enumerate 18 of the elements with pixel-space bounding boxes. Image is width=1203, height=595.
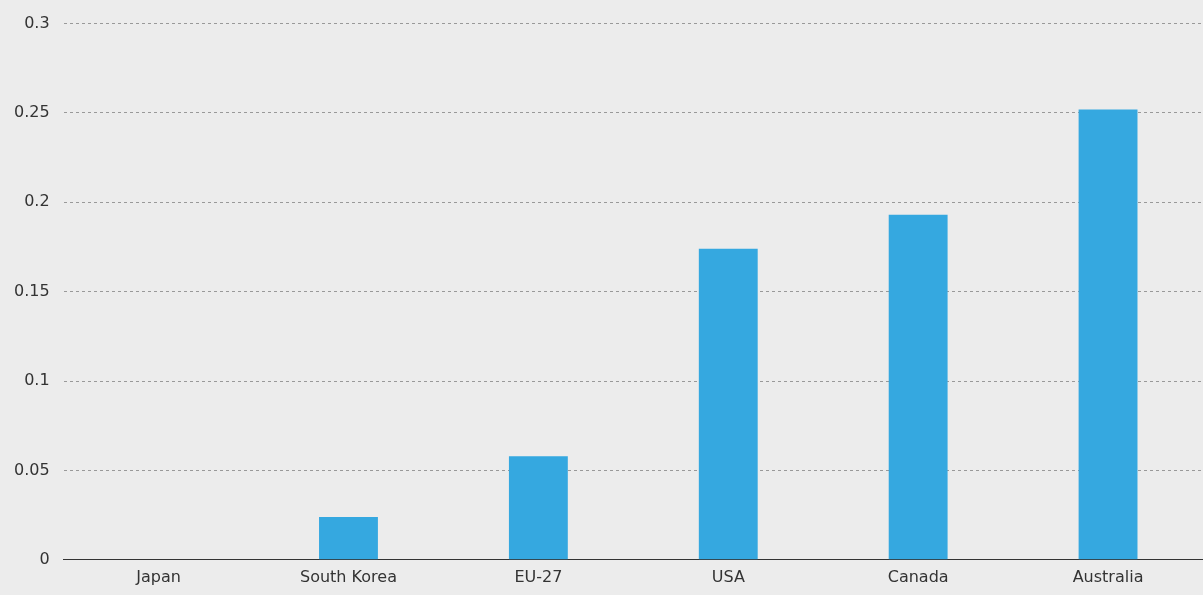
y-tick-label: 0.1: [24, 370, 50, 390]
y-tick-label: 0.3: [24, 12, 50, 32]
x-tick-label: Canada: [887, 566, 949, 586]
x-tick-label: South Korea: [299, 566, 397, 586]
x-tick-label: Japan: [135, 566, 181, 586]
bar: [888, 214, 948, 560]
x-tick-label: EU-27: [514, 566, 563, 586]
y-tick-label: 0.2: [24, 191, 50, 211]
y-tick-label: 0.25: [14, 102, 50, 122]
x-tick-label: USA: [711, 566, 745, 586]
x-tick-label: Australia: [1072, 566, 1144, 586]
y-tick-label: 0.15: [14, 280, 50, 300]
y-tick-label: 0: [39, 548, 50, 568]
bar: [1078, 109, 1138, 560]
y-tick-label: 0.05: [14, 459, 50, 479]
bar: [698, 248, 758, 560]
bar: [508, 456, 568, 560]
bar: [319, 516, 378, 560]
